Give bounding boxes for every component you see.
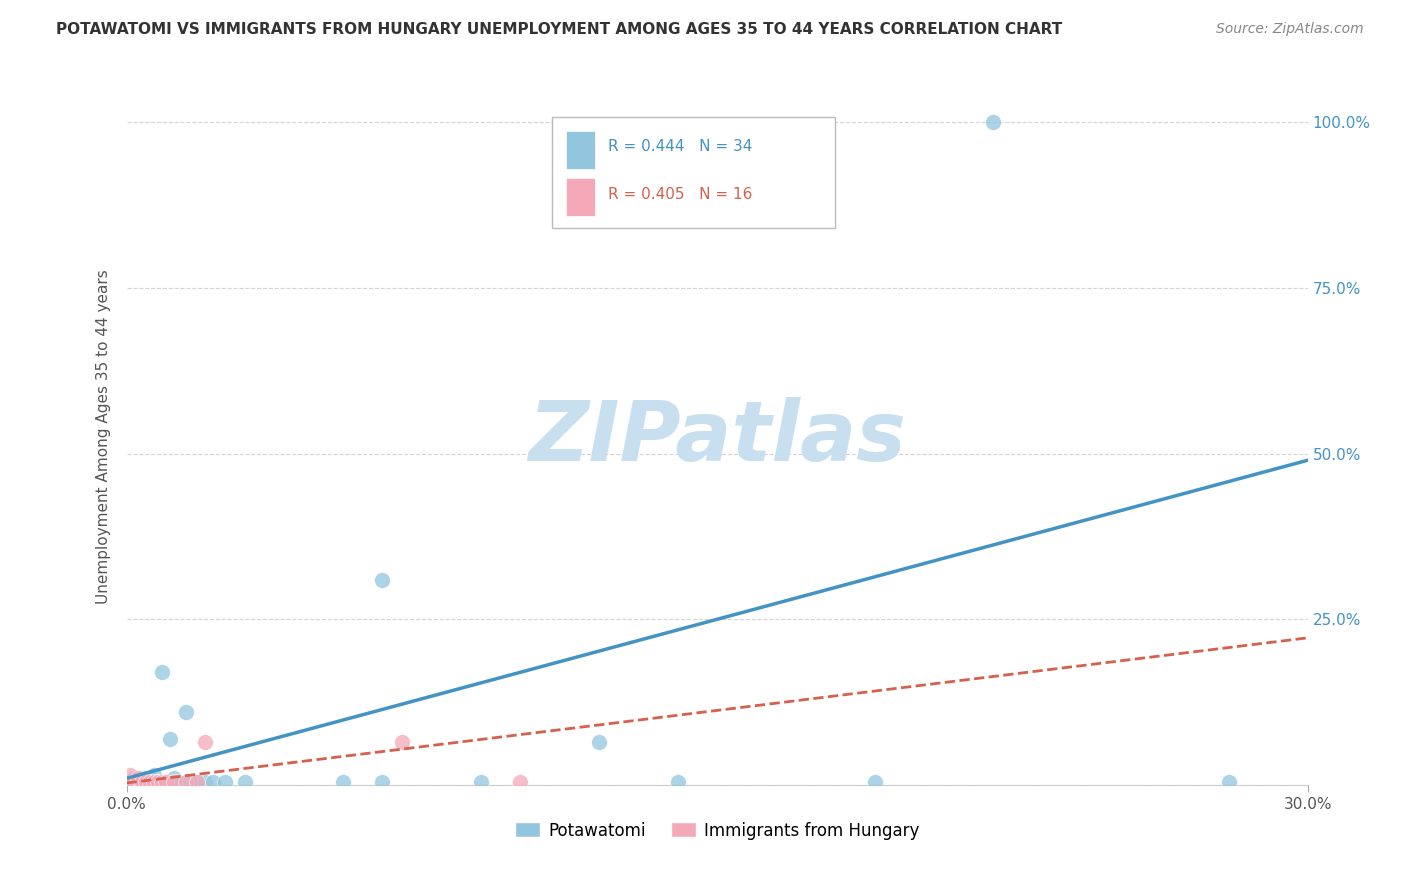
Point (120, 768, 142, 782)
Point (194, 735, 217, 749)
Point (202, 774, 225, 789)
Point (509, 774, 531, 789)
Point (186, 774, 208, 789)
Point (1218, 774, 1240, 789)
Point (150, 774, 173, 789)
Legend: Potawatomi, Immigrants from Hungary: Potawatomi, Immigrants from Hungary (508, 815, 927, 847)
Point (143, 774, 166, 789)
Point (174, 705, 197, 719)
FancyBboxPatch shape (565, 178, 595, 216)
Point (214, 774, 236, 789)
Text: Source: ZipAtlas.com: Source: ZipAtlas.com (1216, 22, 1364, 37)
Point (131, 772, 153, 786)
Point (186, 774, 208, 789)
Point (174, 774, 197, 789)
Point (120, 774, 142, 789)
Point (139, 774, 162, 789)
Point (135, 772, 157, 786)
Point (163, 774, 186, 789)
FancyBboxPatch shape (551, 117, 835, 228)
Point (233, 774, 256, 789)
FancyBboxPatch shape (565, 131, 595, 169)
Point (143, 774, 166, 789)
Point (332, 774, 354, 789)
Point (139, 772, 162, 786)
Point (146, 774, 169, 789)
Point (194, 774, 217, 789)
Point (124, 774, 146, 789)
Point (391, 735, 413, 749)
Point (131, 774, 153, 789)
Point (146, 774, 169, 789)
Point (666, 774, 689, 789)
Point (371, 774, 394, 789)
Point (143, 768, 166, 782)
Point (124, 772, 146, 786)
Y-axis label: Unemployment Among Ages 35 to 44 years: Unemployment Among Ages 35 to 44 years (96, 269, 111, 605)
Point (163, 772, 186, 786)
Point (371, 573, 394, 587)
Text: R = 0.444   N = 34: R = 0.444 N = 34 (609, 139, 752, 153)
Point (588, 735, 610, 749)
Text: ZIPatlas: ZIPatlas (529, 397, 905, 477)
Point (166, 774, 188, 789)
Point (155, 774, 177, 789)
Point (135, 774, 157, 789)
Point (127, 772, 149, 786)
Text: POTAWATOMI VS IMMIGRANTS FROM HUNGARY UNEMPLOYMENT AMONG AGES 35 TO 44 YEARS COR: POTAWATOMI VS IMMIGRANTS FROM HUNGARY UN… (56, 22, 1063, 37)
Point (981, 115, 1004, 129)
Point (135, 774, 157, 789)
Point (470, 774, 492, 789)
Point (127, 774, 149, 789)
Point (155, 774, 177, 789)
Point (150, 665, 173, 680)
Text: R = 0.405   N = 16: R = 0.405 N = 16 (609, 187, 752, 202)
Point (863, 774, 886, 789)
Point (159, 731, 181, 746)
Point (124, 774, 146, 789)
Point (131, 774, 153, 789)
Point (139, 774, 162, 789)
Point (179, 774, 201, 789)
